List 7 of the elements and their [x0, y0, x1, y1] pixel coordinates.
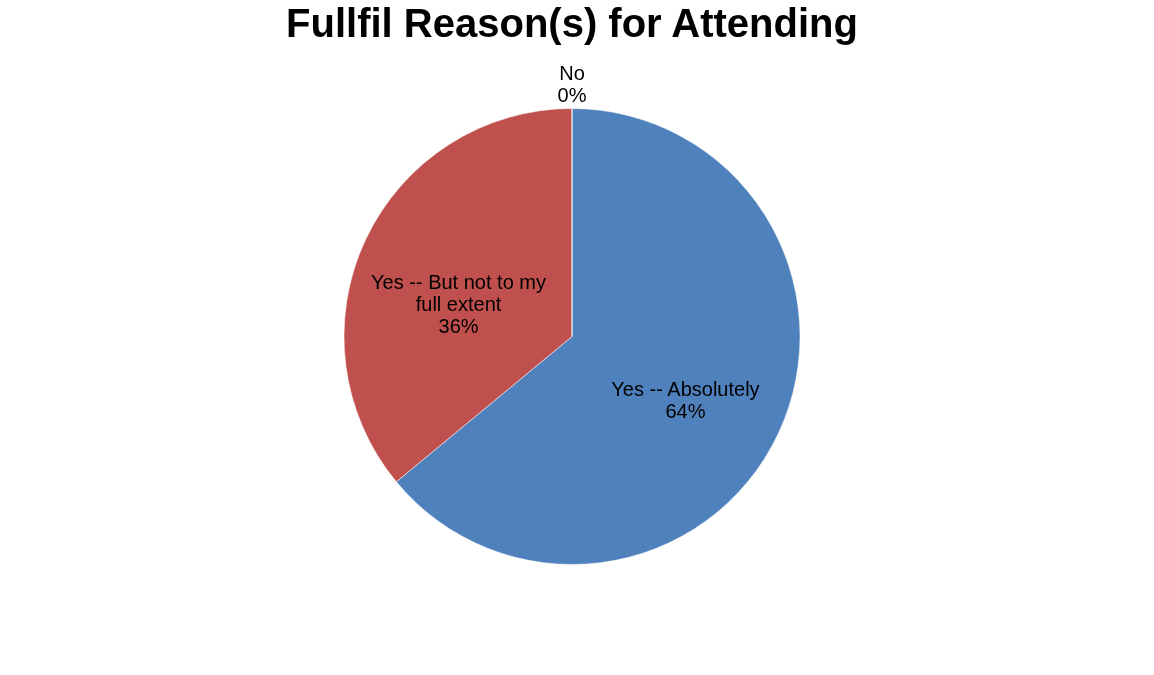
slice-label: Yes -- Absolutely — [611, 377, 760, 400]
slice-label: Yes -- But not to my full extent — [371, 271, 546, 316]
text: 0% — [557, 83, 587, 106]
data-label: 64% — [665, 399, 706, 422]
category-label: No — [559, 61, 585, 84]
chart-title: Fullfil Reason(s) for Attending — [286, 1, 858, 45]
data-label: 36% — [438, 315, 479, 338]
